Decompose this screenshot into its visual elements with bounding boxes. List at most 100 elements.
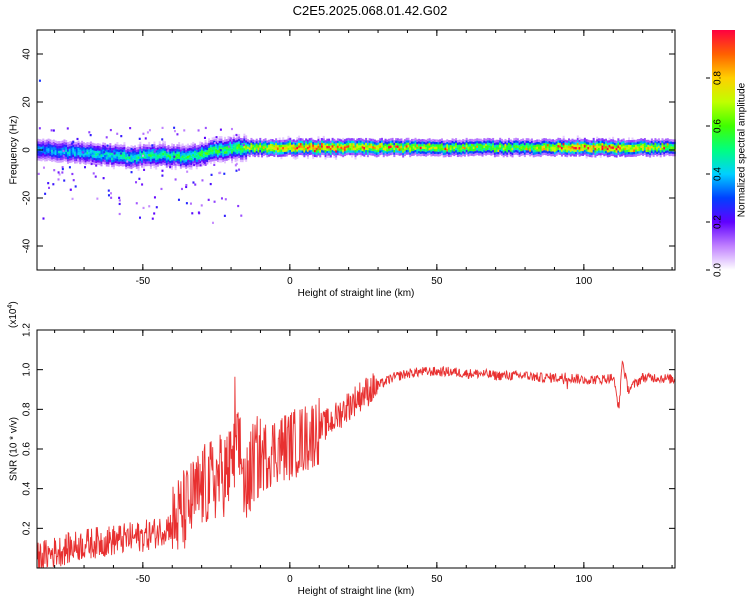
spectrogram-cell: [589, 147, 592, 150]
spectrogram-cell: [169, 163, 172, 166]
spectrogram-cell: [388, 153, 391, 156]
spectrogram-cell: [368, 143, 371, 146]
spectrogram-cell: [45, 158, 48, 162]
spectrogram-cell: [444, 154, 447, 158]
spectrogram-cell: [613, 140, 616, 143]
spectrogram-cell: [61, 159, 64, 163]
noise-cell: [46, 139, 49, 142]
spectrogram-cell: [185, 163, 188, 167]
spectrogram-cell: [479, 153, 482, 156]
spectrogram-cell: [229, 139, 232, 142]
spectrogram-cell: [627, 154, 630, 157]
spectrogram-cell: [668, 144, 671, 147]
spectrogram-cell: [492, 145, 495, 148]
spectrogram-cell: [68, 160, 71, 164]
spectrogram-cell: [557, 140, 560, 143]
spectrogram-cell: [576, 149, 579, 153]
spectrogram-cell: [410, 146, 413, 149]
spectrogram-cell: [292, 146, 295, 150]
spectrogram-cell: [322, 145, 325, 148]
spectrogram-cell: [125, 166, 128, 170]
noise-cell: [186, 170, 189, 173]
spectrogram-cell: [197, 161, 200, 165]
spectrogram-cell: [100, 161, 103, 164]
spectrogram-cell: [88, 149, 91, 153]
spectrogram-cell: [626, 142, 629, 145]
spectrogram-cell: [142, 165, 145, 169]
spectrogram-cell: [377, 151, 380, 155]
spectrogram-cell: [81, 143, 84, 146]
spectrogram-cell: [227, 136, 230, 139]
spectrogram-cell: [412, 150, 415, 154]
spectrogram-cell: [208, 155, 211, 158]
spectrogram-cell: [594, 150, 597, 153]
spectrogram-cell: [116, 146, 119, 150]
spectrogram-cell: [86, 161, 89, 164]
spectrogram-cell: [643, 140, 646, 144]
spectrogram-cell: [448, 144, 451, 148]
spectrogram-cell: [597, 143, 600, 146]
spectrogram-cell: [232, 146, 235, 150]
noise-cell: [177, 198, 180, 201]
spectrogram-cell: [181, 162, 184, 166]
noise-cell: [88, 131, 91, 134]
spectrogram-cell: [343, 151, 346, 154]
spectrogram-cell: [377, 142, 380, 145]
spectrogram-cell: [132, 150, 135, 154]
spectrogram-cell: [167, 156, 170, 160]
spectrogram-cell: [462, 148, 465, 152]
spectrogram-cell: [109, 150, 112, 153]
spectrogram-cell: [388, 145, 391, 149]
spectrogram-cell: [179, 147, 182, 150]
spectrogram-cell: [194, 148, 197, 151]
spectrogram-cell: [275, 152, 278, 156]
spectrogram-cell: [276, 154, 279, 158]
spectrogram-cell: [358, 150, 361, 153]
spectrogram-cell: [312, 149, 315, 152]
spectrogram-cell: [70, 145, 73, 149]
spectrogram-cell: [164, 153, 167, 156]
spectrogram-cell: [543, 150, 546, 153]
spectrogram-cell: [181, 145, 184, 149]
spectrogram-cell: [395, 140, 398, 144]
spectrogram-cell: [527, 145, 530, 148]
spectrogram-cell: [232, 156, 235, 159]
spectrogram-cell: [287, 150, 290, 153]
spectrogram-cell: [612, 143, 615, 147]
spectrogram-cell: [111, 157, 114, 161]
spectrogram-cell: [232, 137, 235, 140]
spectrogram-cell: [81, 148, 84, 151]
spectrogram-cell: [95, 155, 98, 159]
spectrogram-cell: [509, 144, 512, 147]
spectrogram-cell: [624, 140, 627, 143]
spectrogram-cell: [192, 151, 195, 155]
spectrogram-cell: [301, 138, 304, 141]
spectrogram-cell: [548, 145, 551, 149]
spectrogram-cell: [139, 141, 142, 145]
spectrogram-cell: [183, 152, 186, 156]
spectrogram-cell: [449, 144, 452, 148]
spectrogram-cell: [573, 139, 576, 143]
spectrogram-cell: [629, 144, 632, 148]
spectrogram-cell: [174, 150, 177, 154]
spectrogram-cell: [179, 163, 182, 167]
spectrogram-cell: [372, 138, 375, 142]
spectrogram-cell: [619, 139, 622, 143]
spectrogram-cell: [126, 148, 129, 152]
spectrogram-cell: [613, 147, 616, 151]
spectrogram-cell: [144, 149, 147, 152]
spectrogram-cell: [190, 143, 193, 146]
spectrogram-cell: [125, 159, 128, 163]
spectrogram-cell: [186, 150, 189, 154]
spectrogram-cell: [659, 149, 662, 153]
spectrogram-cell: [516, 150, 519, 153]
spectrogram-cell: [550, 153, 553, 157]
noise-cell: [173, 130, 176, 133]
y-tick-label: 20: [22, 96, 33, 108]
spectrogram-cell: [668, 141, 671, 145]
spectrogram-cell: [264, 147, 267, 151]
spectrogram-cell: [158, 148, 161, 152]
spectrogram-cell: [497, 139, 500, 143]
spectrogram-cell: [571, 143, 574, 147]
spectrogram-cell: [432, 148, 435, 152]
